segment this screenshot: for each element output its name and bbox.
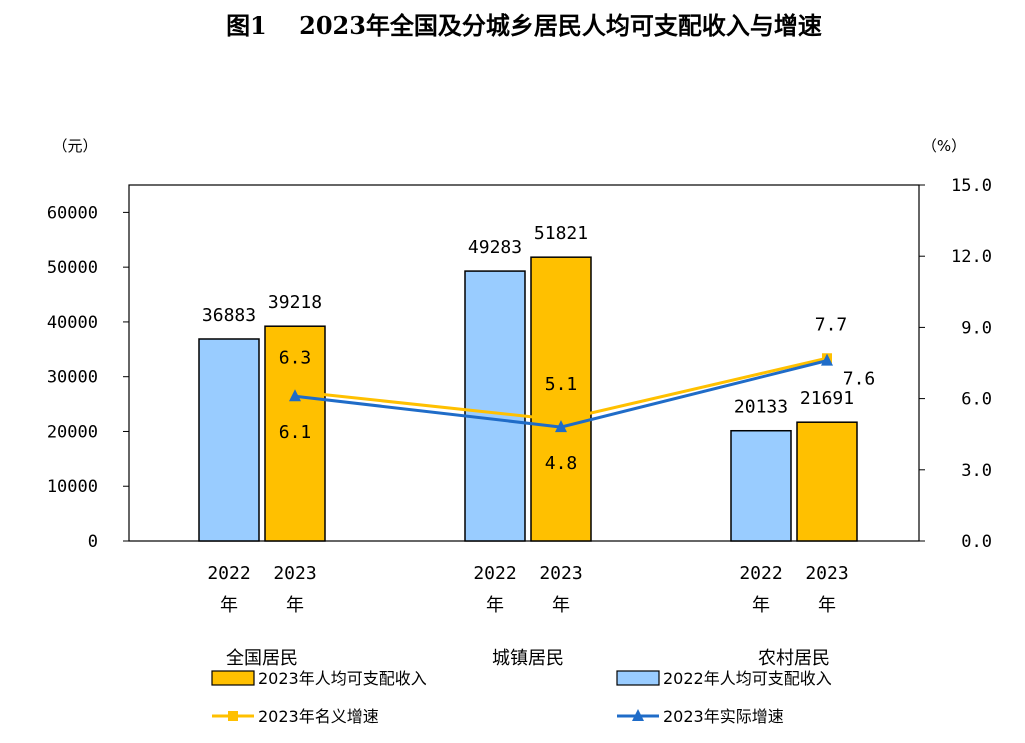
group-label: 全国居民 [226, 648, 298, 669]
nominal-point [556, 414, 566, 425]
legend-label-real: 2023年实际增速 [663, 707, 784, 726]
nominal-value-label: 7.7 [815, 314, 848, 335]
bar-value-label: 36883 [202, 305, 256, 326]
x-year-suffix: 年 [552, 595, 570, 616]
x-year-suffix: 年 [818, 595, 836, 616]
bar-2022-1 [464, 270, 526, 542]
x-year-label: 2022 [207, 563, 250, 584]
x-year-suffix: 年 [752, 595, 770, 616]
right-tick-label: 0.0 [961, 532, 992, 552]
right-tick-label: 9.0 [961, 318, 992, 338]
left-tick-label: 30000 [47, 368, 98, 388]
right-tick-label: 3.0 [961, 461, 992, 481]
right-tick-label: 12.0 [951, 247, 992, 267]
right-tick-label: 15.0 [951, 176, 992, 196]
bar-value-label: 49283 [468, 237, 522, 258]
real-point [289, 389, 301, 402]
right-axis-unit: （%） [922, 137, 966, 155]
real-point [821, 353, 833, 366]
x-year-suffix: 年 [286, 595, 304, 616]
x-year-label: 2022 [739, 563, 782, 584]
bar-2023-1 [530, 256, 592, 542]
left-axis-unit: （元） [52, 137, 97, 155]
real-point [555, 420, 567, 433]
x-year-suffix: 年 [486, 595, 504, 616]
left-tick-label: 60000 [47, 203, 98, 223]
bar-value-label: 21691 [800, 388, 854, 409]
real-value-label: 6.1 [279, 422, 312, 443]
legend-marker-real [632, 709, 644, 721]
bar-value-label: 51821 [534, 223, 588, 244]
left-tick-label: 50000 [47, 258, 98, 278]
left-tick-label: 10000 [47, 477, 98, 497]
bar-2023-2 [796, 421, 858, 542]
nominal-value-label: 5.1 [545, 374, 578, 395]
bar-2022-2 [730, 429, 792, 542]
x-year-suffix: 年 [220, 595, 238, 616]
left-tick-label: 40000 [47, 313, 98, 333]
x-year-label: 2022 [473, 563, 516, 584]
legend-swatch-2022-income [616, 670, 660, 686]
nominal-value-label: 6.3 [279, 347, 312, 368]
real-value-label: 4.8 [545, 453, 578, 474]
x-year-label: 2023 [273, 563, 316, 584]
bar-value-label: 20133 [734, 397, 788, 418]
legend-marker-nominal [228, 711, 238, 721]
bar-2022-0 [198, 338, 260, 542]
x-year-label: 2023 [539, 563, 582, 584]
legend-label-2022-income: 2022年人均可支配收入 [663, 669, 832, 688]
bar-value-label: 39218 [268, 292, 322, 313]
legend-label-2023-income: 2023年人均可支配收入 [258, 669, 427, 688]
chart-title: 图1 2023年全国及分城乡居民人均可支配收入与增速 [226, 11, 822, 40]
right-tick-label: 6.0 [961, 390, 992, 410]
legend-label-nominal: 2023年名义增速 [258, 707, 379, 726]
group-label: 城镇居民 [492, 648, 564, 669]
x-year-label: 2023 [805, 563, 848, 584]
real-value-label: 7.6 [843, 369, 876, 390]
legend-swatch-2023-income [211, 670, 255, 686]
left-tick-label: 20000 [47, 422, 98, 442]
left-tick-label: 0 [88, 532, 98, 552]
group-label: 农村居民 [758, 648, 830, 669]
bar-2023-0 [264, 325, 326, 542]
